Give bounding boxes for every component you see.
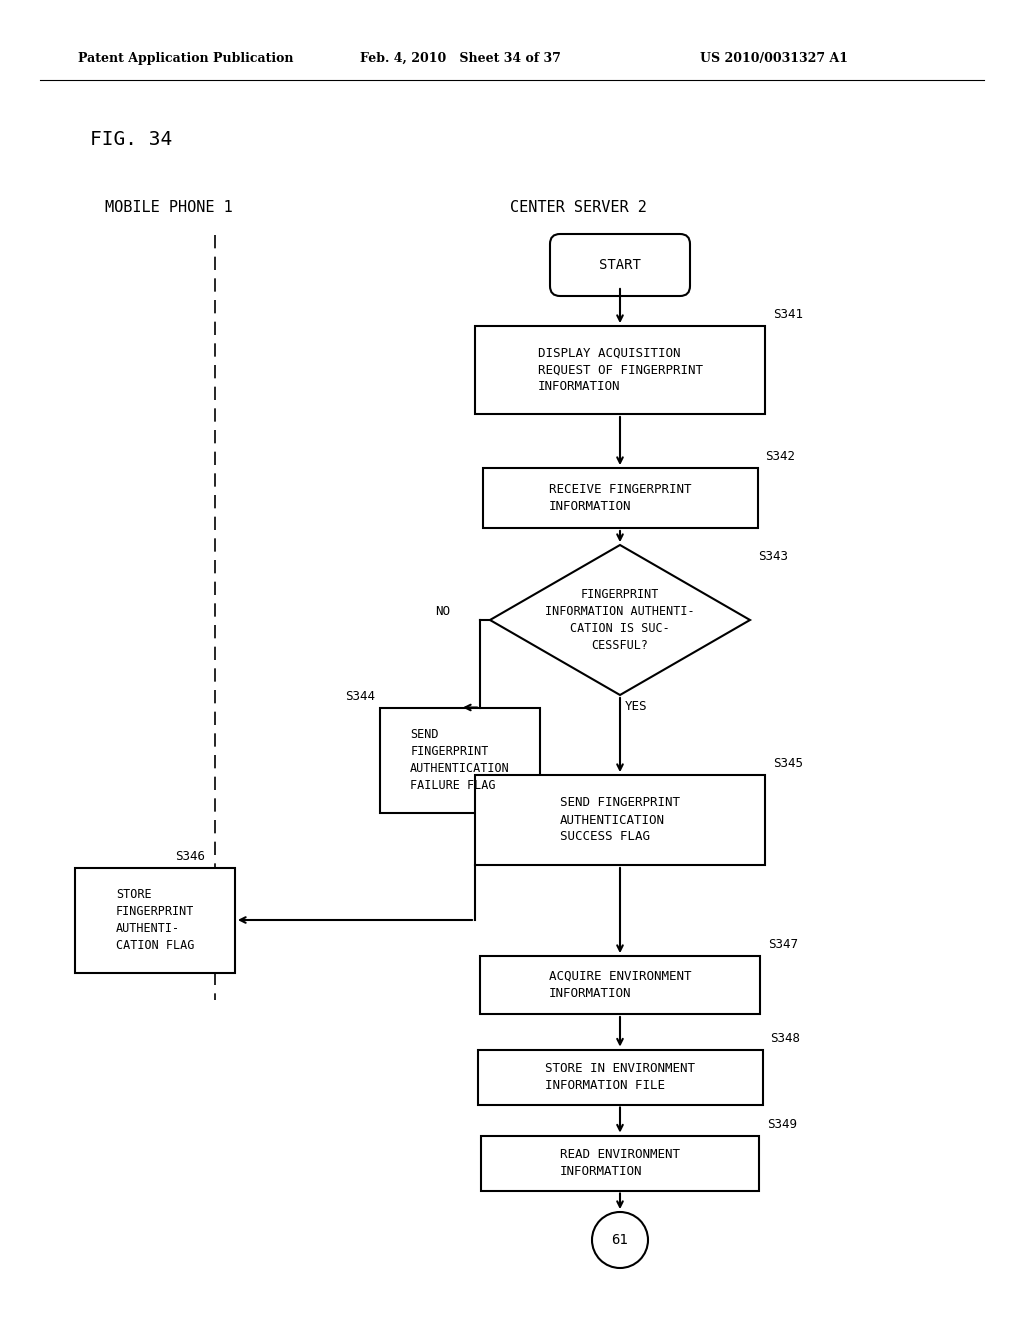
Bar [480,956,760,1014]
Text: S344: S344 [345,689,375,702]
Text: Feb. 4, 2010   Sheet 34 of 37: Feb. 4, 2010 Sheet 34 of 37 [360,51,561,65]
Text: NO: NO [435,605,450,618]
Text: US 2010/0031327 A1: US 2010/0031327 A1 [700,51,848,65]
Bar [475,775,765,865]
Text: STORE IN ENVIRONMENT
INFORMATION FILE: STORE IN ENVIRONMENT INFORMATION FILE [545,1063,695,1092]
Text: ACQUIRE ENVIRONMENT
INFORMATION: ACQUIRE ENVIRONMENT INFORMATION [549,970,691,1001]
Text: S345: S345 [773,756,803,770]
Text: SEND
FINGERPRINT
AUTHENTICATION
FAILURE FLAG: SEND FINGERPRINT AUTHENTICATION FAILURE … [411,729,510,792]
Text: FIG. 34: FIG. 34 [90,129,172,149]
Text: SEND FINGERPRINT
AUTHENTICATION
SUCCESS FLAG: SEND FINGERPRINT AUTHENTICATION SUCCESS … [560,796,680,843]
Text: S342: S342 [766,450,796,463]
Text: S341: S341 [773,308,803,321]
Bar [477,1049,763,1105]
Text: YES: YES [625,700,647,713]
Bar [380,708,540,813]
Bar [482,469,758,528]
Polygon shape [490,545,750,696]
Bar [481,1135,759,1191]
Text: S348: S348 [770,1031,801,1044]
Text: READ ENVIRONMENT
INFORMATION: READ ENVIRONMENT INFORMATION [560,1148,680,1177]
Text: 61: 61 [611,1233,629,1247]
Bar [75,867,234,973]
Text: S347: S347 [768,939,798,950]
Text: FINGERPRINT
INFORMATION AUTHENTI-
CATION IS SUC-
CESSFUL?: FINGERPRINT INFORMATION AUTHENTI- CATION… [545,587,695,652]
Text: RECEIVE FINGERPRINT
INFORMATION: RECEIVE FINGERPRINT INFORMATION [549,483,691,513]
Text: CENTER SERVER 2: CENTER SERVER 2 [510,201,647,215]
Text: MOBILE PHONE 1: MOBILE PHONE 1 [105,201,232,215]
Text: STORE
FINGERPRINT
AUTHENTI-
CATION FLAG: STORE FINGERPRINT AUTHENTI- CATION FLAG [116,888,195,952]
FancyBboxPatch shape [550,234,690,296]
Text: Patent Application Publication: Patent Application Publication [78,51,294,65]
Text: S343: S343 [758,550,788,564]
Text: S346: S346 [175,850,205,862]
Circle shape [592,1212,648,1269]
Text: DISPLAY ACQUISITION
REQUEST OF FINGERPRINT
INFORMATION: DISPLAY ACQUISITION REQUEST OF FINGERPRI… [538,346,702,393]
Text: S349: S349 [767,1118,797,1130]
Bar [475,326,765,414]
Text: START: START [599,257,641,272]
